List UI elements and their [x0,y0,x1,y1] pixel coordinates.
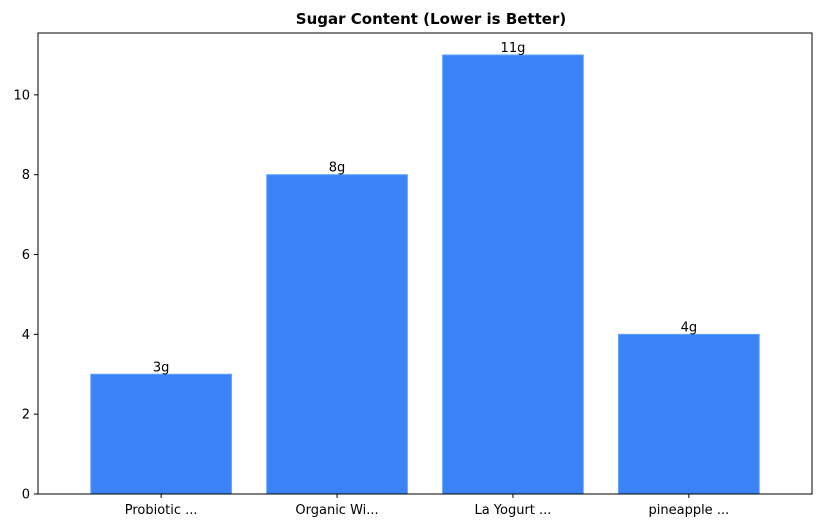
y-tick-label-0: 0 [22,488,30,503]
y-axis: 0 2 4 6 8 10 [13,88,38,503]
x-tick-label-1: Organic Wi... [295,503,378,518]
bar-1 [266,174,408,495]
x-tick-label-0: Probiotic ... [125,503,198,518]
data-label-2: 11g [501,41,526,56]
bars-group: 3g 8g 11g 4g [90,41,760,495]
y-tick-label-4: 8 [22,168,30,183]
y-tick-label-2: 4 [22,328,30,343]
x-axis: Probiotic ... Organic Wi... La Yogurt ... p… [125,494,730,518]
plot-frame [37,32,813,495]
data-label-0: 3g [153,360,170,375]
y-tick-label-3: 6 [22,248,30,263]
y-tick-label-5: 10 [13,88,30,103]
bar-3 [618,333,760,495]
data-label-3: 4g [681,320,698,335]
data-label-1: 8g [329,161,346,176]
x-tick-label-2: La Yogurt ... [474,503,551,518]
chart-title: Sugar Content (Lower is Better) [296,10,566,28]
y-tick-label-1: 2 [22,408,30,423]
bar-0 [90,373,233,495]
x-tick-label-3: pineapple ... [649,503,730,518]
bar-2 [442,54,584,495]
